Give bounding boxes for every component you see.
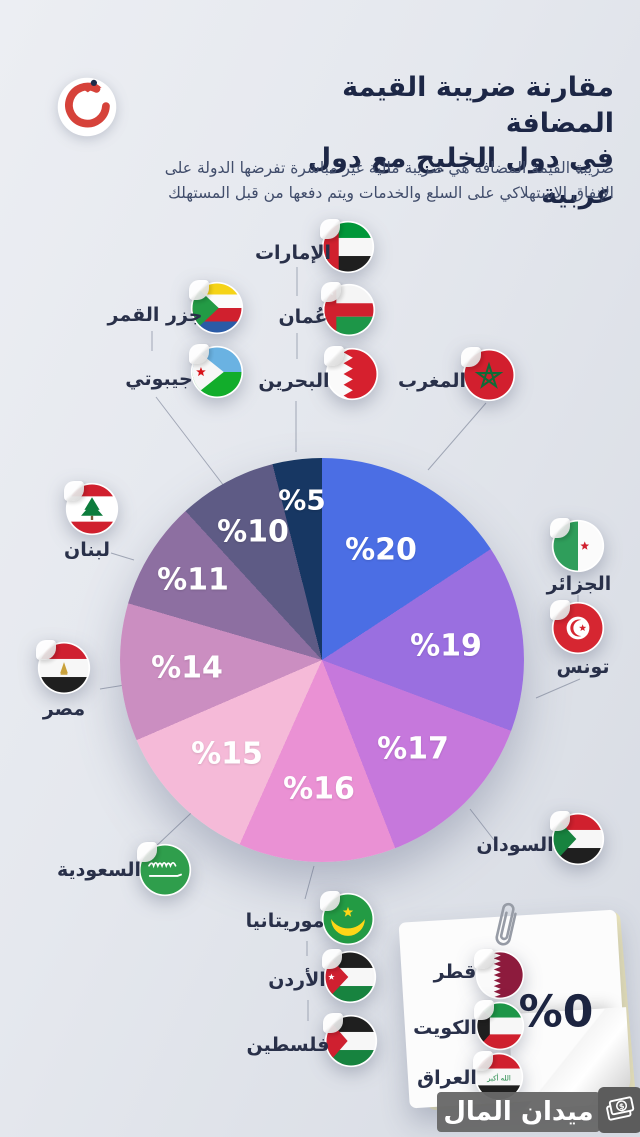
pie-slice-label-15: %15 (191, 736, 263, 772)
sticker-fold (550, 600, 570, 620)
palestine-flag-sticker (323, 1013, 378, 1068)
sticker-fold (324, 346, 344, 366)
pie-slice-label-19: %19 (410, 628, 482, 664)
sticker-fold (461, 347, 481, 367)
morocco-label: المغرب (397, 370, 467, 392)
sticker-fold (474, 1000, 494, 1020)
vat-pie-chart (120, 458, 524, 862)
tunisia-flag-sticker (550, 600, 605, 655)
saudi-label: السعودية (56, 859, 142, 881)
lebanon-label: لبنان (64, 539, 110, 561)
site-logo (56, 76, 118, 138)
djibouti-label: جيبوتي (125, 368, 193, 390)
saudi-flag-sticker (137, 842, 192, 897)
sticker-fold (321, 282, 341, 302)
sticker-fold (323, 1013, 343, 1033)
bahrain-label: البحرين (258, 370, 330, 392)
page-title: مقارنة ضريبة القيمة المضافة في دول الخلي… (254, 70, 614, 213)
jordan-flag-sticker (322, 949, 377, 1004)
mauritania-flag-sticker (320, 891, 375, 946)
iraq-label: العراق (417, 1067, 477, 1089)
pie-slice-label-14: %14 (151, 650, 223, 686)
tunisia-label: تونس (556, 656, 610, 678)
title-line-1: مقارنة ضريبة القيمة المضافة (342, 72, 614, 139)
qatar-flag-sticker (474, 949, 525, 1000)
sticker-fold (189, 344, 209, 364)
sticker-fold (550, 811, 570, 831)
bahrain-flag-sticker (324, 346, 379, 401)
egypt-flag-sticker (36, 640, 91, 695)
jordan-label: الأردن (268, 969, 326, 991)
svg-text:الله أكبر: الله أكبر (486, 1074, 511, 1083)
djibouti-flag-sticker (189, 344, 244, 399)
khaleej-falcon-logo-icon (57, 77, 117, 137)
kuwait-label: الكويت (413, 1017, 477, 1039)
sudan-flag-sticker (550, 811, 605, 866)
palestine-label: فلسطين (246, 1034, 330, 1056)
pie-slice-label-16: %16 (283, 771, 355, 807)
sticker-fold (473, 1051, 493, 1071)
mauritania-label: موريتانيا (245, 910, 325, 932)
pie-slice-label-11: %11 (157, 562, 229, 598)
comoros-label: جزر القمر (107, 304, 203, 326)
watermark-banner: ميدان المال (437, 1092, 600, 1132)
sticker-fold (189, 280, 209, 300)
banknotes-dollar-icon: $ (606, 1096, 635, 1121)
pie-slice-label-17: %17 (377, 731, 449, 767)
oman-flag-sticker (321, 282, 376, 337)
svg-text:$: $ (618, 1101, 625, 1111)
pie-slice-label-20: %20 (345, 532, 417, 568)
zero-percent-value: %0 (518, 986, 594, 1038)
sticker-fold (320, 891, 340, 911)
comoros-flag-sticker (189, 280, 244, 335)
uae-flag-sticker (320, 219, 375, 274)
sticker-fold (36, 640, 56, 660)
watermark-logo-box: $ (598, 1087, 640, 1133)
sticker-fold (322, 949, 342, 969)
lebanon-flag-sticker (64, 481, 119, 536)
title-line-2: في دول الخليج مع دول عربية (307, 143, 614, 210)
algeria-flag-icon (551, 519, 605, 573)
egypt-label: مصر (42, 698, 86, 720)
sticker-fold (320, 219, 340, 239)
morocco-flag-sticker (461, 347, 516, 402)
oman-label: عُمان (278, 306, 328, 328)
paperclip-icon (485, 894, 526, 962)
sudan-label: السودان (476, 834, 554, 856)
pie-slice-label-5: %5 (278, 483, 326, 517)
page-subtitle: ضريبة القيمة المضافة هي ضريبة مالية غير … (164, 159, 614, 203)
sticker-fold (137, 842, 157, 862)
algeria-label: الجزائر (546, 573, 612, 595)
pie-slice-label-10: %10 (217, 514, 289, 550)
qatar-label: قطر (433, 961, 477, 983)
algeria-flag-sticker (550, 518, 605, 573)
sticker-fold (474, 949, 494, 969)
kuwait-flag-sticker (474, 1000, 525, 1051)
watermark-text: ميدان المال (443, 1097, 594, 1127)
sticker-fold (64, 481, 84, 501)
sticker-fold (550, 518, 570, 538)
uae-label: الإمارات (254, 242, 332, 264)
